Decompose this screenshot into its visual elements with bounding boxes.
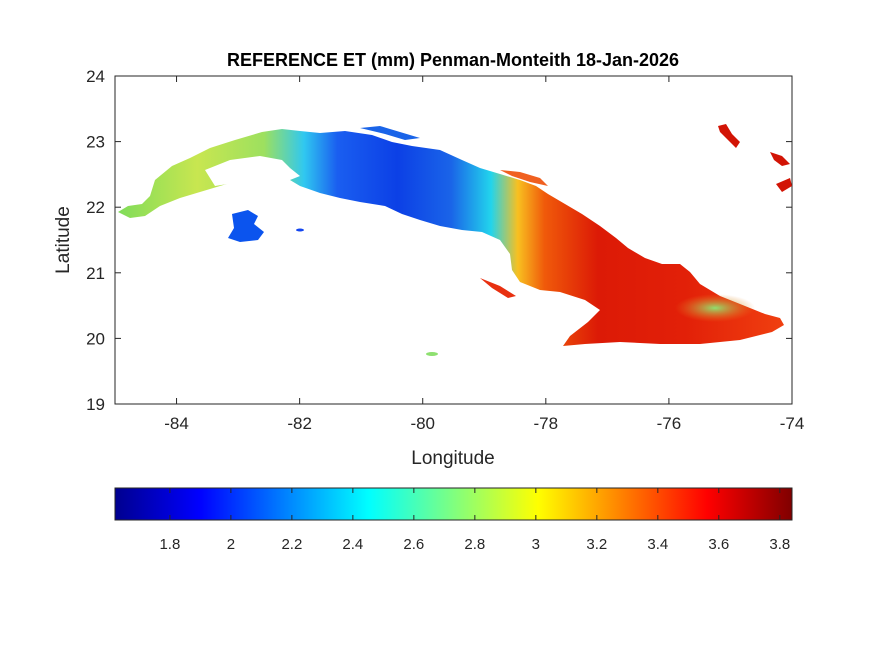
- y-tick-label: 22: [86, 198, 105, 217]
- y-tick-label: 19: [86, 395, 105, 414]
- x-axis-ticks: -84 -82 -80 -78 -76 -74: [164, 76, 804, 433]
- cays-southwest-small: [296, 228, 304, 232]
- y-tick-label: 24: [86, 67, 105, 86]
- colorbar-tick-label: 2.6: [403, 536, 424, 553]
- cays-south-small: [426, 352, 438, 356]
- colorbar-tick-label: 3.4: [647, 536, 668, 553]
- x-tick-label: -74: [780, 414, 805, 433]
- chart-title: REFERENCE ET (mm) Penman-Monteith 18-Jan…: [227, 50, 679, 70]
- haiti-fragment-north: [718, 124, 740, 148]
- colorbar-tick-label: 3.6: [708, 536, 729, 553]
- cuba-main-island: [118, 129, 784, 346]
- y-tick-label: 20: [86, 329, 105, 348]
- x-tick-label: -78: [534, 414, 559, 433]
- isla-de-la-juventud: [228, 210, 264, 242]
- x-tick-label: -84: [164, 414, 189, 433]
- y-tick-label: 21: [86, 264, 105, 283]
- colorbar-tick-label: 3.2: [586, 536, 607, 553]
- highland-patch-east: [675, 294, 755, 322]
- colorbar-tick-label: 1.8: [159, 536, 180, 553]
- x-tick-label: -80: [410, 414, 435, 433]
- colorbar-tick-label: 2.4: [342, 536, 363, 553]
- map-layer: [118, 124, 792, 356]
- colorbar: [114, 487, 793, 521]
- south-coast-inlet: [205, 156, 290, 186]
- x-tick-label: -76: [657, 414, 682, 433]
- y-axis-label: Latitude: [53, 206, 74, 274]
- colorbar-tick-label: 2: [227, 536, 235, 553]
- colorbar-ticks: 1.8 2 2.2 2.4 2.6 2.8 3 3.2 3.4 3.6 3.8: [159, 488, 790, 553]
- haiti-fragment-south: [776, 178, 792, 192]
- x-axis-label: Longitude: [411, 448, 494, 469]
- colorbar-tick-label: 3.8: [769, 536, 790, 553]
- plot-area: [114, 75, 793, 405]
- y-tick-label: 23: [86, 133, 105, 152]
- x-tick-label: -82: [287, 414, 312, 433]
- colorbar-tick-label: 3: [532, 536, 540, 553]
- cays-south-central: [480, 278, 516, 298]
- y-axis-ticks: 19 20 21 22 23 24: [86, 67, 792, 414]
- haiti-fragment-middle: [770, 152, 790, 166]
- colorbar-tick-label: 2.8: [464, 536, 485, 553]
- cays-north-east: [500, 170, 548, 186]
- colorbar-tick-label: 2.2: [281, 536, 302, 553]
- cays-north-central: [360, 126, 420, 140]
